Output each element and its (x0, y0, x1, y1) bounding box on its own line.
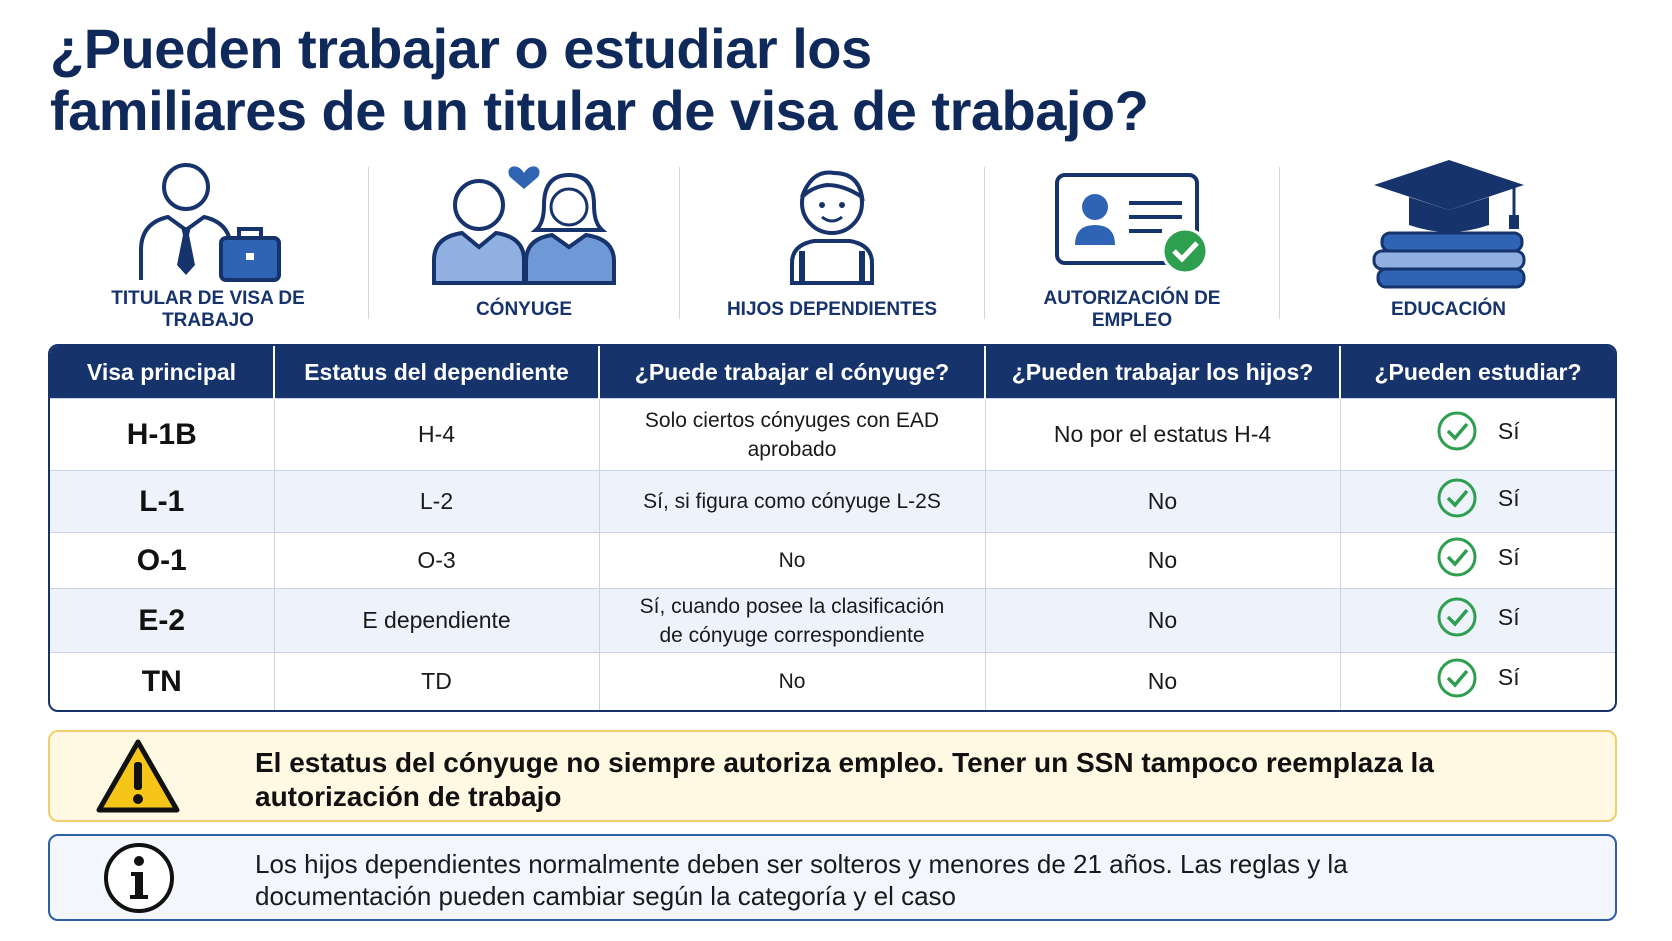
cell: No (985, 470, 1341, 533)
icon (139, 163, 281, 282)
table-row: O-1 O-3 No No Sí (50, 532, 1615, 589)
table-body: H-1B H-4 Solo ciertos cónyuges con EAD apr… (50, 398, 1615, 710)
icon-conyuge: CÓNYUGE (369, 155, 679, 335)
divider (984, 167, 985, 319)
icon (1372, 160, 1525, 289)
icon-label: EDUCACIÓN (1390, 299, 1507, 320)
cell: Solo ciertos cónyuges con EAD aprobado (599, 398, 986, 471)
yes-mark: Sí (1436, 596, 1520, 638)
yes-mark: Sí (1436, 536, 1520, 578)
title-line: familiares de un titular de visa de trab… (50, 79, 1149, 142)
divider (679, 167, 680, 319)
icon-autorizacion: AUTORIZACIÓN DE EMPLEO (985, 155, 1279, 335)
icon-hijos: HIJOS DEPENDIENTES (680, 155, 984, 335)
info-text: Los hijos dependientes normalmente deben… (255, 849, 1348, 911)
warning-box: El estatus del cónyuge no siempre autori… (48, 730, 1617, 822)
icon-label: TITULAR DE VISA DE TRABAJO (111, 288, 305, 331)
visa-cell: E-2 (50, 588, 275, 653)
cell: No (599, 532, 986, 589)
yes-mark: Sí (1436, 657, 1520, 699)
cell: Sí (1340, 588, 1615, 653)
info-icon (104, 843, 174, 913)
cell: No (985, 652, 1341, 710)
icon-educacion: EDUCACIÓN (1280, 155, 1617, 335)
header-row: Visa principal Estatus del dependiente ¿Pu… (50, 346, 1615, 399)
column-header: ¿Pueden trabajar los hijos? (985, 346, 1341, 399)
cell-text: Sí (1497, 603, 1520, 630)
column-header: ¿Pueden estudiar? (1340, 346, 1615, 399)
cell: Sí (1340, 398, 1615, 471)
column-header: Estatus del dependiente (274, 346, 600, 399)
table-row: H-1B H-4 Solo ciertos cónyuges con EAD apr… (50, 398, 1615, 471)
cell: O-3 (274, 532, 600, 589)
info-box: Los hijos dependientes normalmente deben… (48, 834, 1617, 921)
icon-label: HIJOS DEPENDIENTES (726, 299, 938, 320)
warning-icon (96, 739, 180, 813)
cell: H-4 (274, 398, 600, 471)
cell: Sí (1340, 652, 1615, 710)
icon-row: TITULAR DE VISA DE TRABAJO CÓNYUGE HIJOS… (48, 155, 1617, 335)
cell: No (985, 532, 1341, 589)
cell-text: Sí (1497, 484, 1520, 511)
icon-titular: TITULAR DE VISA DE TRABAJO (48, 155, 368, 335)
icon-label: AUTORIZACIÓN DE EMPLEO (1043, 288, 1221, 331)
cell-text: Sí (1497, 543, 1520, 570)
cell-text: Sí (1497, 664, 1520, 691)
title-line: ¿Pueden trabajar o estudiar los (50, 17, 872, 80)
cell: No (985, 588, 1341, 653)
cell: E dependiente (274, 588, 600, 653)
icon-label: CÓNYUGE (475, 299, 573, 320)
cell: No por el estatus H-4 (985, 398, 1341, 471)
visa-cell: O-1 (50, 532, 275, 589)
warning-text: El estatus del cónyuge no siempre autori… (255, 747, 1434, 812)
cell: Sí (1340, 532, 1615, 589)
visa-cell: L-1 (50, 470, 275, 533)
cell: Sí, si figura como cónyuge L-2S (599, 470, 986, 533)
cell: TD (274, 652, 600, 710)
icon (1055, 173, 1209, 275)
column-header: ¿Puede trabajar el cónyuge? (599, 346, 986, 399)
table: Visa principal Estatus del dependiente ¿Pu… (48, 344, 1617, 712)
visa-cell: H-1B (50, 398, 275, 471)
cell: No (599, 652, 986, 710)
check-icon (1437, 411, 1477, 451)
yes-mark: Sí (1436, 410, 1520, 452)
table-grid: Visa principal Estatus del dependiente ¿Pu… (50, 346, 1615, 710)
check-icon (1437, 658, 1477, 698)
table-row: L-1 L-2 Sí, si figura como cónyuge L-2S No S… (50, 470, 1615, 533)
table-row: TN TD No No Sí (50, 652, 1615, 710)
cell-text: Sí (1497, 417, 1520, 444)
divider (368, 167, 369, 319)
cell: Sí (1340, 470, 1615, 533)
visa-cell: TN (50, 652, 275, 710)
yes-mark: Sí (1436, 477, 1520, 519)
cell: Sí, cuando posee la clasificación de cón… (599, 588, 986, 653)
title: ¿Pueden trabajar o estudiar los familiar… (50, 17, 1149, 142)
icon (432, 166, 616, 285)
check-icon (1437, 478, 1477, 518)
icon (790, 170, 874, 285)
cell: L-2 (274, 470, 600, 533)
table-row: E-2 E dependiente Sí, cuando posee la clas… (50, 588, 1615, 653)
divider (1279, 167, 1280, 319)
check-icon (1437, 537, 1477, 577)
check-icon (1437, 597, 1477, 637)
column-header: Visa principal (50, 346, 275, 399)
